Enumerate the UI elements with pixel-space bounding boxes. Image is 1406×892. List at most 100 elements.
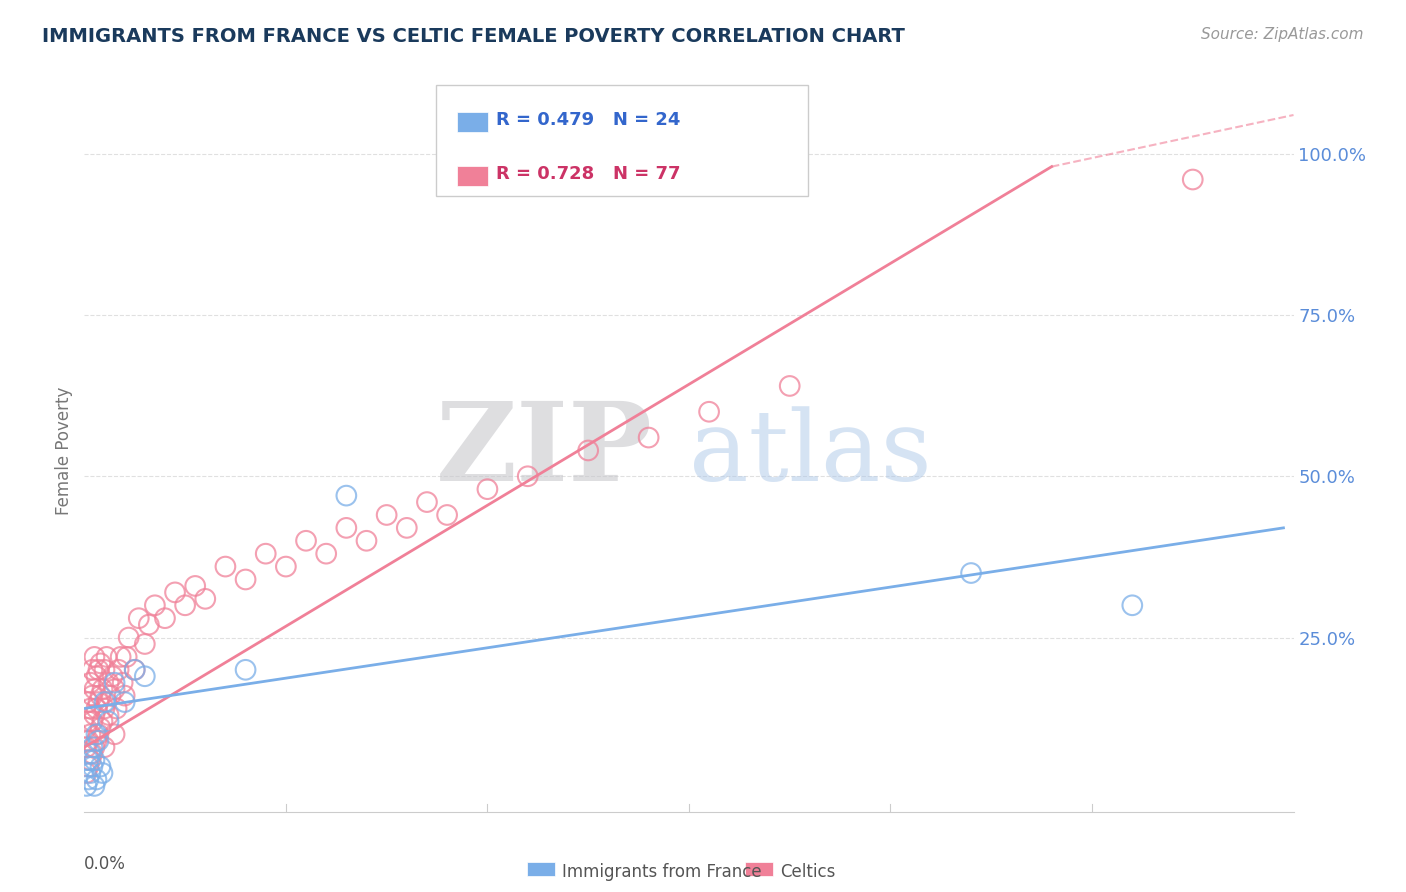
Point <box>107 663 129 677</box>
Point <box>77 733 100 747</box>
Point <box>576 443 599 458</box>
Point <box>93 740 115 755</box>
Y-axis label: Female Poverty: Female Poverty <box>55 386 73 515</box>
Point <box>86 772 108 787</box>
Point <box>1121 599 1143 613</box>
Point <box>295 533 318 548</box>
Point <box>82 663 104 677</box>
Point <box>254 547 277 561</box>
Point <box>91 682 114 697</box>
Point <box>83 740 105 755</box>
Point <box>82 714 104 729</box>
Point <box>77 759 100 773</box>
Point <box>86 727 108 741</box>
Point <box>75 740 97 755</box>
Point <box>91 714 114 729</box>
Text: R = 0.728   N = 77: R = 0.728 N = 77 <box>496 165 681 183</box>
Point <box>87 695 110 709</box>
Point <box>124 663 146 677</box>
Point <box>153 611 176 625</box>
Point <box>214 559 236 574</box>
Point <box>86 733 108 747</box>
Point <box>356 533 378 548</box>
Point <box>697 405 720 419</box>
Point <box>86 701 108 715</box>
Point <box>93 695 115 709</box>
Text: IMMIGRANTS FROM FRANCE VS CELTIC FEMALE POVERTY CORRELATION CHART: IMMIGRANTS FROM FRANCE VS CELTIC FEMALE … <box>42 27 905 45</box>
Point <box>118 631 141 645</box>
Point <box>194 591 217 606</box>
Point <box>86 669 108 683</box>
Point <box>87 663 110 677</box>
Point <box>101 669 124 683</box>
Point <box>104 675 127 690</box>
Point <box>96 649 118 664</box>
Point <box>111 675 134 690</box>
Point <box>100 689 122 703</box>
Point <box>335 521 357 535</box>
Point <box>87 733 110 747</box>
Point <box>77 695 100 709</box>
Point <box>82 747 104 761</box>
Point <box>79 753 101 767</box>
Point <box>83 779 105 793</box>
Point <box>96 695 118 709</box>
Point <box>395 521 418 535</box>
Point <box>93 701 115 715</box>
Text: R = 0.479   N = 24: R = 0.479 N = 24 <box>496 112 681 129</box>
Point <box>75 779 97 793</box>
Text: Celtics: Celtics <box>780 863 835 881</box>
Point <box>79 747 101 761</box>
Point <box>83 649 105 664</box>
Point <box>79 766 101 780</box>
Point <box>87 727 110 741</box>
Point <box>124 663 146 677</box>
Point <box>114 689 136 703</box>
Point <box>82 759 104 773</box>
Point <box>97 714 120 729</box>
Point <box>335 489 357 503</box>
Point <box>97 708 120 723</box>
Point <box>143 599 166 613</box>
Point <box>315 547 337 561</box>
Point <box>79 727 101 741</box>
Point <box>110 649 132 664</box>
Point <box>82 689 104 703</box>
Point <box>82 740 104 755</box>
Point <box>91 766 114 780</box>
Point <box>375 508 398 522</box>
Point <box>516 469 538 483</box>
Point <box>128 611 150 625</box>
Point <box>79 701 101 715</box>
Point <box>779 379 801 393</box>
Point <box>115 649 138 664</box>
Point <box>235 573 257 587</box>
Text: ZIP: ZIP <box>436 397 652 504</box>
Point <box>83 708 105 723</box>
Point <box>89 759 111 773</box>
Point <box>104 682 127 697</box>
Point <box>89 721 111 735</box>
Text: 0.0%: 0.0% <box>84 855 127 873</box>
Point <box>93 663 115 677</box>
Point <box>83 753 105 767</box>
Point <box>104 727 127 741</box>
Point <box>235 663 257 677</box>
Point <box>89 689 111 703</box>
Point <box>134 637 156 651</box>
Point <box>114 695 136 709</box>
Point <box>436 508 458 522</box>
Point <box>83 682 105 697</box>
Point <box>75 721 97 735</box>
Point <box>477 482 499 496</box>
Point <box>77 714 100 729</box>
Point <box>1181 172 1204 186</box>
Point <box>637 431 659 445</box>
Point <box>960 566 983 580</box>
Text: Immigrants from France: Immigrants from France <box>562 863 762 881</box>
Point <box>274 559 297 574</box>
Point <box>184 579 207 593</box>
Point <box>77 753 100 767</box>
Text: atlas: atlas <box>689 406 932 502</box>
Point <box>97 675 120 690</box>
